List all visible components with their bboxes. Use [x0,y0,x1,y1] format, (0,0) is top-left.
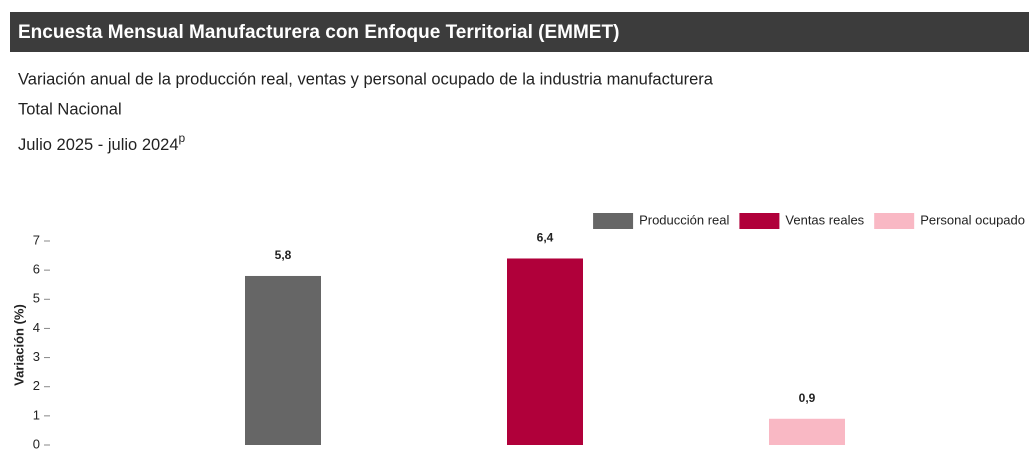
bar [507,258,583,445]
bar [769,418,845,445]
y-tick-label: 7 [33,232,40,247]
header-bar [10,12,1029,52]
bar [245,275,321,445]
value-label: 6,4 [537,231,554,245]
subtitle: Julio 2025 - julio 2024p [18,131,186,154]
y-tick-label: 3 [33,349,40,364]
subtitle-text: Julio 2025 - julio 2024 [18,136,179,154]
y-tick-label: 2 [33,378,40,393]
subtitle-note: p [179,131,186,145]
y-tick-label: 4 [33,320,40,335]
value-label: 0,9 [799,391,816,405]
legend-label: Producción real [639,212,729,227]
legend-swatch [593,213,634,229]
chart-title: Encuesta Mensual Manufacturera con Enfoq… [18,22,619,43]
legend-swatch [739,213,780,229]
legend-swatch [874,213,915,229]
y-tick-label: 0 [33,436,40,450]
y-tick-label: 5 [33,291,40,306]
y-tick-label: 6 [33,262,40,277]
subtitle: Variación anual de la producción real, v… [18,70,714,88]
y-axis-title: Variación (%) [11,304,26,386]
value-label: 5,8 [275,248,292,262]
legend-label: Ventas reales [785,212,864,227]
y-tick-label: 1 [33,407,40,422]
legend-label: Personal ocupado [920,212,1025,227]
subtitle: Total Nacional [18,100,122,118]
